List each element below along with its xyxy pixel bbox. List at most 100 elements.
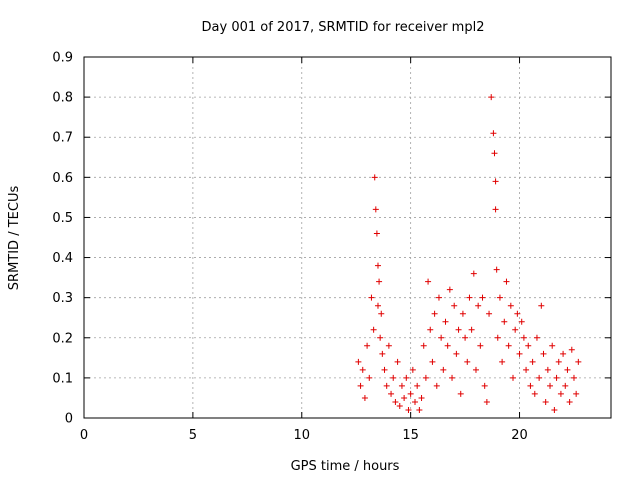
- y-tick-label: 0.8: [52, 91, 73, 106]
- data-point: [373, 230, 380, 237]
- y-axis-title: SRMTID / TECUs: [7, 186, 22, 291]
- data-point: [433, 382, 440, 389]
- data-point: [377, 334, 384, 341]
- data-point: [510, 374, 517, 381]
- data-point: [370, 326, 377, 333]
- data-point: [547, 382, 554, 389]
- data-point: [493, 266, 500, 273]
- x-tick-label: 15: [402, 428, 419, 443]
- data-point: [475, 302, 482, 309]
- data-point: [529, 358, 536, 365]
- y-tick-label: 0.3: [52, 291, 73, 306]
- data-point: [398, 382, 405, 389]
- data-point: [440, 366, 447, 373]
- data-point: [549, 342, 556, 349]
- data-point: [540, 350, 547, 357]
- data-point: [555, 358, 562, 365]
- data-point: [491, 150, 498, 157]
- data-point: [394, 358, 401, 365]
- data-point: [486, 310, 493, 317]
- data-point: [449, 374, 456, 381]
- data-point: [388, 390, 395, 397]
- data-point: [568, 346, 575, 353]
- data-point: [383, 382, 390, 389]
- data-point: [575, 358, 582, 365]
- data-point: [374, 262, 381, 269]
- x-tick-label: 10: [293, 428, 310, 443]
- data-point: [542, 398, 549, 405]
- data-point: [470, 270, 477, 277]
- y-tick-label: 0.4: [52, 251, 73, 266]
- data-point: [505, 342, 512, 349]
- y-tick-label: 0.5: [52, 211, 73, 226]
- data-point: [523, 366, 530, 373]
- data-point: [379, 350, 386, 357]
- data-point: [479, 294, 486, 301]
- data-point: [492, 206, 499, 213]
- data-point: [364, 342, 371, 349]
- data-point: [422, 374, 429, 381]
- data-point: [416, 406, 423, 413]
- data-point: [570, 374, 577, 381]
- data-point: [438, 334, 445, 341]
- data-point: [462, 334, 469, 341]
- data-point: [518, 318, 525, 325]
- data-point: [414, 382, 421, 389]
- y-tick-label: 0: [65, 412, 73, 427]
- data-point: [494, 334, 501, 341]
- data-point: [368, 294, 375, 301]
- y-tick-label: 0.6: [52, 171, 73, 186]
- data-point: [401, 394, 408, 401]
- data-point: [396, 402, 403, 409]
- data-point: [372, 206, 379, 213]
- grid-layer: [84, 57, 611, 418]
- data-point: [381, 366, 388, 373]
- x-tick-label: 0: [80, 428, 88, 443]
- data-point: [459, 310, 466, 317]
- data-point: [361, 394, 368, 401]
- data-point: [412, 398, 419, 405]
- data-point: [472, 366, 479, 373]
- data-point: [533, 334, 540, 341]
- data-point: [560, 350, 567, 357]
- tick-layer: 0 0.1 0.2 0.3 0.4 0.5 0.6 0.7 0.8 0.9 0 5 10 15 20: [52, 51, 611, 443]
- data-point: [557, 390, 564, 397]
- data-point: [477, 342, 484, 349]
- data-point: [481, 382, 488, 389]
- data-point: [488, 94, 495, 101]
- y-tick-label: 0.2: [52, 331, 73, 346]
- data-point: [501, 318, 508, 325]
- data-point: [405, 406, 412, 413]
- y-tick-label: 0.1: [52, 371, 73, 386]
- data-point: [385, 342, 392, 349]
- data-point: [464, 358, 471, 365]
- data-point: [425, 278, 432, 285]
- plot-frame: [83, 56, 612, 419]
- data-point: [562, 382, 569, 389]
- data-points: [355, 94, 582, 413]
- data-point: [531, 390, 538, 397]
- data-point: [374, 302, 381, 309]
- data-point: [453, 350, 460, 357]
- data-point: [359, 366, 366, 373]
- x-axis-title: GPS time / hours: [291, 459, 400, 474]
- data-point: [496, 294, 503, 301]
- data-point: [431, 310, 438, 317]
- data-point: [503, 278, 510, 285]
- x-tick-label: 5: [189, 428, 197, 443]
- data-point: [390, 374, 397, 381]
- data-point: [435, 294, 442, 301]
- data-point: [516, 350, 523, 357]
- data-point: [536, 374, 543, 381]
- data-point: [455, 326, 462, 333]
- data-point: [451, 302, 458, 309]
- data-point: [378, 310, 385, 317]
- data-point: [357, 382, 364, 389]
- y-tick-label: 0.7: [52, 131, 73, 146]
- data-point: [392, 398, 399, 405]
- data-point: [573, 390, 580, 397]
- data-point: [551, 406, 558, 413]
- x-tick-label: 20: [511, 428, 528, 443]
- data-point: [371, 174, 378, 181]
